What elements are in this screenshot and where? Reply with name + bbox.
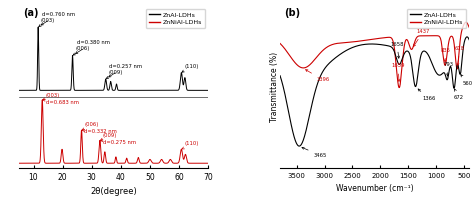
Legend: ZnAl-LDHs, ZnNiAl-LDHs: ZnAl-LDHs, ZnNiAl-LDHs bbox=[407, 9, 466, 28]
Text: 1659: 1659 bbox=[392, 63, 405, 81]
Text: 672: 672 bbox=[454, 89, 464, 100]
Text: (003): (003) bbox=[39, 18, 55, 26]
Text: (b): (b) bbox=[284, 8, 300, 18]
Text: (110): (110) bbox=[182, 141, 199, 149]
Text: 3396: 3396 bbox=[306, 70, 329, 82]
Text: 793: 793 bbox=[443, 62, 453, 76]
Text: d=0.332 nm: d=0.332 nm bbox=[82, 129, 118, 134]
Text: (003): (003) bbox=[43, 93, 60, 100]
Text: (006): (006) bbox=[73, 46, 90, 55]
Text: 835: 835 bbox=[440, 48, 450, 62]
Text: (009): (009) bbox=[106, 70, 123, 79]
Text: 1658: 1658 bbox=[390, 42, 404, 58]
X-axis label: 2θ(degree): 2θ(degree) bbox=[90, 187, 137, 196]
Text: (006): (006) bbox=[82, 122, 99, 130]
Text: d=0.257 nm: d=0.257 nm bbox=[109, 64, 142, 77]
Text: d=0.380 nm: d=0.380 nm bbox=[75, 40, 109, 54]
Text: 1437: 1437 bbox=[413, 29, 430, 46]
Text: d=0.760 nm: d=0.760 nm bbox=[41, 12, 75, 25]
Text: (110): (110) bbox=[182, 64, 199, 72]
Text: 618: 618 bbox=[455, 46, 465, 65]
Text: d=0.275 nm: d=0.275 nm bbox=[100, 140, 136, 145]
Text: (a): (a) bbox=[23, 8, 38, 18]
Legend: ZnAl-LDHs, ZnNiAl-LDHs: ZnAl-LDHs, ZnNiAl-LDHs bbox=[146, 9, 205, 28]
Y-axis label: Transmittance (%): Transmittance (%) bbox=[270, 52, 279, 122]
Text: 560: 560 bbox=[461, 75, 473, 86]
Text: d=0.683 nm: d=0.683 nm bbox=[43, 99, 79, 105]
Text: 3465: 3465 bbox=[302, 147, 327, 158]
Text: (009): (009) bbox=[100, 133, 117, 140]
X-axis label: Wavenumber (cm⁻¹): Wavenumber (cm⁻¹) bbox=[336, 184, 413, 193]
Text: 1366: 1366 bbox=[418, 89, 435, 101]
